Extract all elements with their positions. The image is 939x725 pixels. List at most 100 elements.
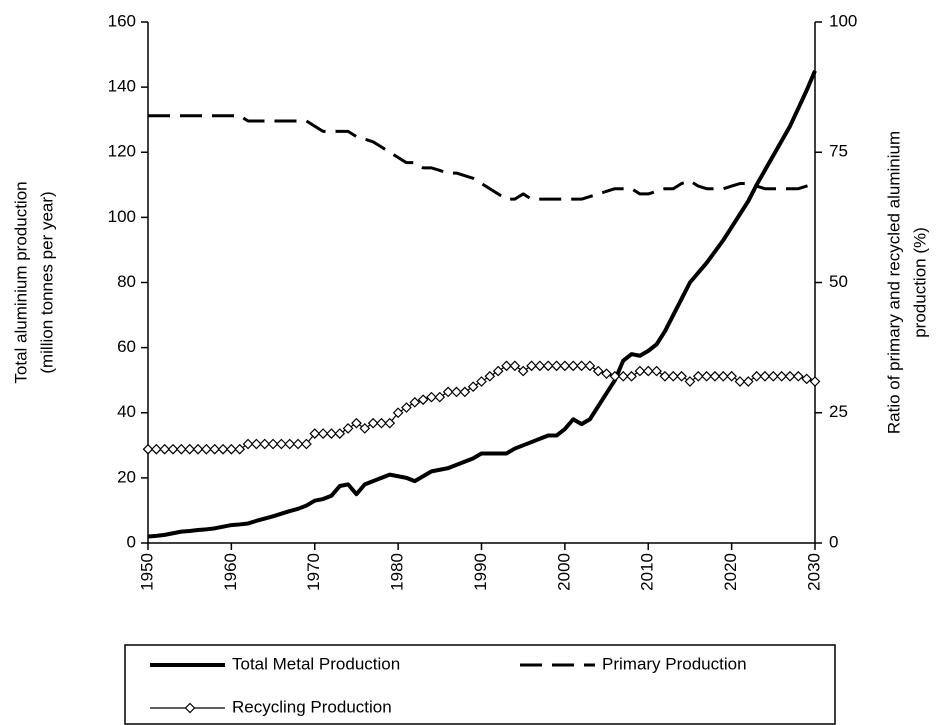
series-marker — [601, 368, 612, 380]
y-axis-label: (million tonnes per year) — [37, 191, 56, 373]
legend-label: Recycling Production — [232, 697, 392, 716]
series-marker — [809, 376, 821, 387]
series-marker — [559, 360, 571, 372]
series-marker — [676, 370, 687, 382]
y-axis-label: Total aluminium production — [11, 181, 30, 383]
y-tick-label: 160 — [108, 11, 136, 30]
series-marker — [784, 370, 796, 382]
series-marker — [376, 417, 387, 429]
series-marker — [367, 417, 379, 429]
series-marker — [526, 360, 537, 372]
series-marker — [484, 370, 496, 382]
series-marker — [592, 365, 604, 377]
series-marker — [226, 443, 237, 455]
series-marker — [284, 438, 296, 450]
series-marker — [651, 365, 662, 377]
x-tick-label: 1970 — [304, 553, 323, 591]
series-marker — [292, 438, 304, 450]
legend-label: Total Metal Production — [232, 654, 400, 673]
series-marker — [584, 360, 596, 372]
series-marker — [426, 391, 437, 403]
series-line — [148, 114, 816, 201]
series-marker — [642, 365, 654, 377]
y2-tick-label: 25 — [829, 402, 848, 421]
series-marker — [684, 376, 696, 387]
series-marker — [417, 394, 429, 406]
series-marker — [634, 365, 646, 377]
series-marker — [692, 370, 704, 382]
x-tick-label: 2000 — [554, 553, 573, 591]
series-marker — [334, 428, 346, 439]
series-marker — [534, 360, 546, 372]
series-marker — [442, 386, 454, 398]
x-tick-label: 1980 — [388, 553, 407, 591]
x-tick-label: 2010 — [638, 553, 657, 591]
series-marker — [276, 438, 287, 450]
series-marker — [709, 370, 721, 382]
series-marker — [776, 370, 787, 382]
x-tick-label: 2020 — [721, 553, 740, 591]
y2-tick-label: 50 — [829, 272, 848, 291]
x-tick-label: 1950 — [137, 553, 156, 591]
y2-axis-label: production (%) — [910, 227, 929, 338]
y-tick-label: 0 — [127, 532, 136, 551]
series-marker — [209, 443, 221, 455]
x-tick-label: 1960 — [221, 553, 240, 591]
series-marker — [801, 373, 813, 385]
series-marker — [742, 376, 754, 387]
series-marker — [401, 402, 412, 413]
y-tick-label: 120 — [108, 142, 136, 161]
series-marker — [159, 443, 171, 455]
x-tick-label: 2030 — [804, 553, 823, 591]
y-tick-label: 80 — [117, 272, 136, 291]
series-marker — [509, 360, 521, 372]
series-marker — [659, 370, 671, 382]
legend-box — [124, 644, 836, 725]
series-marker — [192, 443, 204, 455]
series-marker — [551, 360, 562, 372]
series-marker — [734, 376, 746, 387]
y-tick-label: 140 — [108, 77, 136, 96]
series-marker — [626, 370, 637, 382]
y-tick-label: 20 — [117, 467, 136, 486]
series-marker — [409, 396, 421, 408]
series-marker — [317, 428, 329, 439]
series-marker — [150, 443, 162, 455]
series-marker — [351, 417, 362, 429]
series-marker — [567, 360, 579, 372]
series-marker — [667, 370, 679, 382]
series-marker — [184, 443, 196, 455]
series-marker — [167, 443, 179, 455]
series-marker — [326, 428, 337, 439]
series-marker — [717, 370, 729, 382]
series-marker — [751, 370, 762, 382]
series-marker — [359, 423, 371, 434]
series-marker — [434, 391, 446, 403]
y2-tick-label: 100 — [829, 11, 857, 30]
series-marker — [759, 370, 771, 382]
x-tick-label: 1990 — [471, 553, 490, 591]
series-marker — [142, 443, 154, 455]
series-marker — [176, 443, 187, 455]
series-marker — [259, 438, 271, 450]
y-tick-label: 100 — [108, 207, 136, 226]
series-marker — [726, 370, 737, 382]
y-tick-label: 60 — [117, 337, 136, 356]
series-marker — [201, 443, 212, 455]
y2-tick-label: 75 — [829, 142, 848, 161]
series-marker — [342, 423, 354, 434]
series-marker — [617, 370, 629, 382]
series-marker — [492, 365, 504, 377]
series-marker — [384, 417, 396, 429]
series-marker — [517, 365, 529, 377]
series-marker — [767, 370, 779, 382]
series-marker — [542, 360, 554, 372]
series-marker — [251, 438, 262, 450]
series-marker — [459, 386, 471, 398]
series-marker — [501, 360, 512, 372]
series-line — [147, 70, 817, 539]
series-marker — [792, 370, 804, 382]
series-marker — [234, 443, 246, 455]
series-marker — [451, 386, 462, 398]
